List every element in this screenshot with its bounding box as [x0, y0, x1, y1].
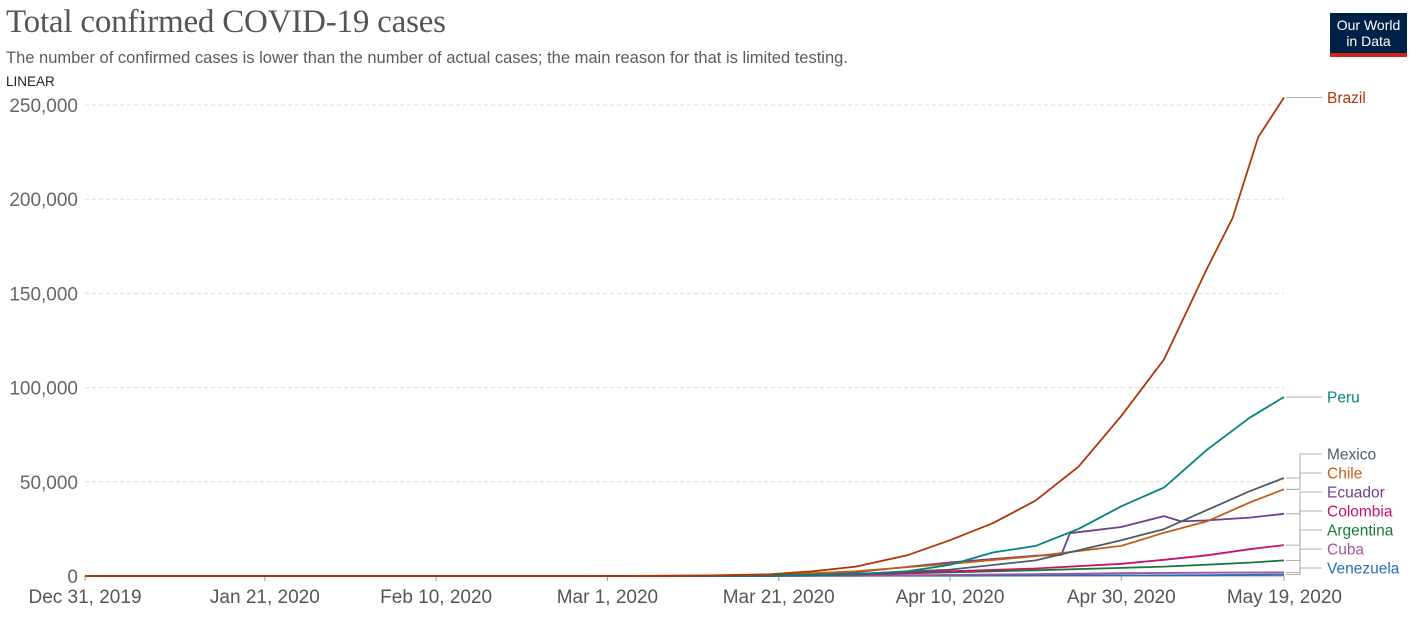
x-tick-label: Mar 21, 2020: [723, 587, 835, 608]
chart-title: Total confirmed COVID-19 cases: [6, 4, 446, 40]
label-connector: [1286, 567, 1322, 575]
x-tick-label: Apr 10, 2020: [896, 587, 1005, 608]
series-line-mexico[interactable]: [85, 477, 1285, 577]
y-axis-ticks: 0 50,000 100,000 150,000 200,000 250,000: [9, 96, 78, 588]
label-connector: [1286, 453, 1322, 479]
y-tick-label: 150,000: [9, 284, 78, 305]
y-tick-label: 250,000: [9, 96, 78, 117]
x-tick-label: Jan 21, 2020: [210, 587, 320, 608]
series-labels: Brazil Peru Mexico Chile Ecuador Colombia Arge…: [1286, 90, 1400, 578]
label-connector: [1286, 491, 1322, 515]
chart-subtitle: The number of confirmed cases is lower t…: [6, 49, 848, 67]
x-tick-label: Feb 10, 2020: [380, 587, 492, 608]
series-label-chile[interactable]: Chile: [1327, 466, 1362, 483]
x-axis: Dec 31, 2019 Jan 21, 2020 Feb 10, 2020 Mar …: [28, 575, 1342, 608]
label-connector: [1286, 529, 1322, 561]
logo-line-2: in Data: [1346, 33, 1391, 49]
label-connector: [1286, 548, 1322, 573]
grid-lines: [85, 104, 1284, 483]
x-tick-label: Mar 1, 2020: [557, 587, 658, 608]
x-tick-label: May 19, 2020: [1227, 587, 1342, 608]
series-line-brazil[interactable]: [85, 97, 1285, 577]
scale-toggle-button[interactable]: LINEAR: [6, 74, 55, 89]
series-line-colombia[interactable]: [85, 544, 1285, 577]
y-tick-label: 50,000: [20, 473, 78, 494]
y-tick-label: 200,000: [9, 190, 78, 211]
x-tick-label: Apr 30, 2020: [1067, 587, 1176, 608]
series-label-colombia[interactable]: Colombia: [1327, 504, 1393, 521]
series-label-cuba[interactable]: Cuba: [1327, 542, 1364, 559]
y-tick-label: 100,000: [9, 379, 78, 400]
owid-logo[interactable]: Our World in Data: [1330, 13, 1407, 57]
series-line-chile[interactable]: [85, 488, 1285, 577]
series-label-argentina[interactable]: Argentina: [1327, 523, 1394, 540]
series-lines: [85, 97, 1285, 577]
label-connector: [1286, 510, 1322, 546]
series-line-peru[interactable]: [85, 396, 1285, 577]
series-label-venezuela[interactable]: Venezuela: [1327, 561, 1400, 578]
series-label-brazil[interactable]: Brazil: [1327, 90, 1366, 107]
y-tick-label: 0: [67, 567, 78, 588]
series-label-mexico[interactable]: Mexico: [1327, 447, 1376, 464]
logo-line-1: Our World: [1336, 17, 1401, 33]
x-tick-label: Dec 31, 2019: [28, 587, 141, 608]
series-label-peru[interactable]: Peru: [1327, 390, 1360, 407]
series-label-ecuador[interactable]: Ecuador: [1327, 485, 1385, 502]
label-connector: [1286, 472, 1322, 490]
